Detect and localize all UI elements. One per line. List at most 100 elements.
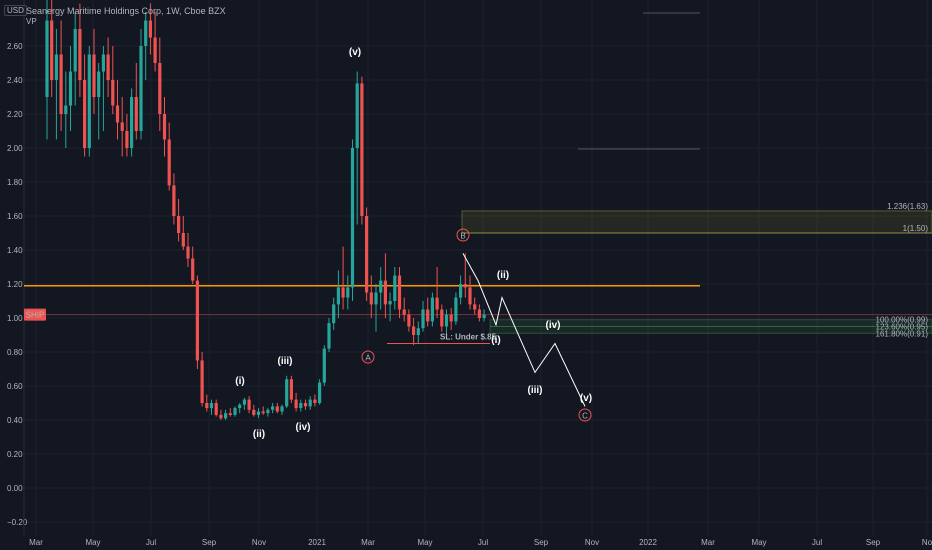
abc-label: A — [361, 350, 375, 364]
fib-zone-lower — [489, 319, 932, 334]
fib-label: 123.60%(0.95) — [876, 323, 929, 332]
candle-body — [148, 20, 152, 38]
candle-body — [92, 54, 96, 97]
candle-body — [327, 323, 331, 349]
candle-body — [473, 304, 477, 310]
candle-body — [73, 29, 77, 72]
abc-label: C — [578, 408, 592, 422]
candle-body — [125, 131, 129, 148]
wave-label: (i) — [235, 376, 244, 387]
candle-body — [318, 382, 322, 403]
candle-body — [463, 284, 467, 288]
candle-body — [374, 292, 378, 305]
candle-body — [313, 399, 317, 403]
wave-label: (iv) — [296, 422, 311, 433]
candle-body — [106, 54, 110, 80]
candle-body — [167, 139, 171, 186]
candle-body — [303, 403, 308, 407]
x-tick-label: Mar — [361, 538, 375, 547]
x-tick-label: Sep — [866, 538, 881, 547]
candle-body — [322, 348, 326, 383]
x-tick-label: Sep — [534, 538, 549, 547]
indicator-label[interactable]: VP — [26, 17, 37, 26]
y-tick-label: 0.40 — [7, 416, 23, 425]
candle-body — [332, 304, 336, 324]
candle-body — [407, 314, 411, 327]
candle-body — [45, 20, 49, 97]
candle-body — [78, 29, 82, 80]
x-tick-label: May — [417, 538, 432, 547]
candle-body — [139, 46, 143, 131]
fib-label: 161.80%(0.91) — [876, 329, 929, 338]
y-tick-label: 0.80 — [7, 348, 23, 357]
symbol-title[interactable]: Seanergy Maritime Holdings Corp, 1W, Cbo… — [26, 6, 226, 16]
abc-text: C — [582, 412, 588, 421]
abc-label: B — [456, 228, 470, 242]
fib-label: 1(1.50) — [903, 224, 929, 233]
x-tick-label: Mar — [29, 538, 43, 547]
wave-label: (iv) — [546, 320, 561, 331]
candle-body — [261, 411, 265, 414]
y-tick-label: 2.20 — [7, 110, 23, 119]
wave-label: (v) — [349, 47, 361, 58]
y-tick-label: 1.60 — [7, 212, 23, 221]
candle-body — [285, 379, 289, 407]
y-tick-label: 2.60 — [7, 42, 23, 51]
candle-body — [266, 409, 270, 414]
candle-body — [397, 275, 402, 310]
candle-body — [459, 284, 463, 298]
wave-label: (iii) — [528, 385, 543, 396]
candle-body — [430, 297, 434, 322]
wave-label: (v) — [580, 393, 592, 404]
candle-body — [271, 406, 275, 410]
abc-text: B — [460, 232, 465, 241]
candle-body — [256, 411, 261, 415]
y-tick-label: 2.40 — [7, 76, 23, 85]
fib-label: 1.236(1.63) — [887, 202, 928, 211]
wave-label: (ii) — [497, 270, 509, 281]
candles — [45, 0, 486, 420]
x-tick-label: Nov — [585, 538, 599, 547]
wave-overlays: SHIP SL: Under $.85 (v) (i) (ii) (iii) (iv) (i)… — [24, 47, 592, 440]
x-tick-label: May — [751, 538, 766, 547]
candle-body — [402, 309, 406, 315]
wave-label: (ii) — [253, 429, 265, 440]
candle-body — [393, 275, 397, 301]
y-tick-label: 0.20 — [7, 450, 23, 459]
candle-body — [299, 403, 303, 409]
candle-body — [153, 37, 157, 63]
candle-body — [252, 409, 256, 415]
candle-body — [59, 54, 63, 114]
candle-body — [228, 413, 232, 415]
candle-body — [214, 403, 218, 415]
candle-body — [186, 246, 190, 259]
candle-body — [191, 258, 195, 281]
x-tick-label: Nov — [252, 538, 266, 547]
y-tick-label: 0.00 — [7, 484, 23, 493]
candle-body — [177, 216, 181, 233]
candle-body — [369, 292, 373, 305]
y-tick-label: 0.60 — [7, 382, 23, 391]
price-tag-box — [24, 308, 46, 321]
candle-body — [350, 148, 355, 288]
candle-body — [68, 71, 73, 106]
candle-body — [64, 105, 68, 114]
candle-body — [388, 301, 392, 305]
candle-body — [50, 20, 54, 80]
wave-label: (iii) — [278, 356, 293, 367]
x-tick-label: 2022 — [639, 538, 657, 547]
abc-circle — [578, 408, 592, 422]
price-axis: 2.60 2.40 2.20 2.00 1.80 1.60 1.40 1.20 1.00 0.80… — [7, 0, 28, 535]
candle-body — [477, 309, 481, 318]
candle-body — [482, 314, 486, 318]
candle-body — [101, 54, 105, 72]
x-tick-label: No — [922, 538, 932, 547]
candle-body — [308, 399, 312, 407]
abc-text: A — [365, 354, 371, 363]
currency-button[interactable]: USD — [4, 5, 27, 16]
candle-body — [130, 97, 134, 148]
candle-body — [172, 185, 176, 216]
candle-body — [97, 71, 101, 97]
wave-label: (i) — [491, 335, 500, 346]
